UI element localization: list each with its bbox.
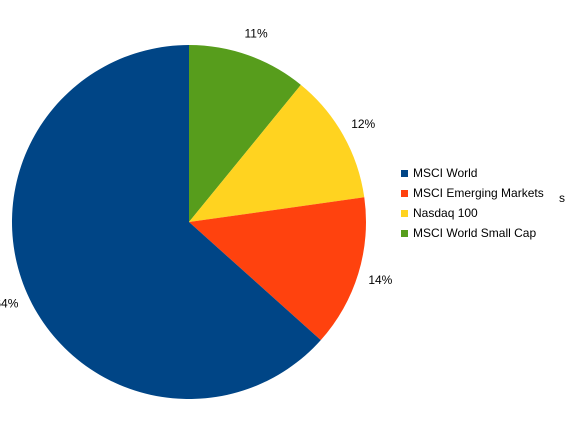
clipped-text-glyph: s [559,191,565,205]
pie-slice-nasdaq-100 [189,84,365,222]
pie-label-msci-world: 64% [0,297,19,311]
pie-slice-msci-world-small-cap [189,44,301,222]
legend-swatch [401,169,408,177]
legend-label: Nasdaq 100 [413,206,478,220]
legend-item-msci-emerging-markets: MSCI Emerging Markets [401,183,544,203]
legend: MSCI World MSCI Emerging Markets Nasdaq … [401,163,544,243]
legend-item-msci-world: MSCI World [401,163,544,183]
legend-swatch [401,229,408,237]
pie-slices [11,44,366,400]
legend-label: MSCI Emerging Markets [413,186,544,200]
pie-label-msci-world-small-cap: 11% [245,27,268,41]
legend-item-msci-world-small-cap: MSCI World Small Cap [401,223,544,243]
legend-swatch [401,209,408,217]
pie-label-msci-emerging-markets: 14% [368,273,392,287]
pie-slice-msci-emerging-markets [189,197,366,341]
pie-labels: 11% 12% 14% 64% [0,27,393,311]
legend-label: MSCI World [413,166,478,180]
pie-label-nasdaq-100: 12% [351,117,375,131]
pie-slice-msci-world [11,44,321,400]
legend-swatch [401,189,408,197]
legend-item-nasdaq-100: Nasdaq 100 [401,203,544,223]
legend-label: MSCI World Small Cap [413,226,537,240]
